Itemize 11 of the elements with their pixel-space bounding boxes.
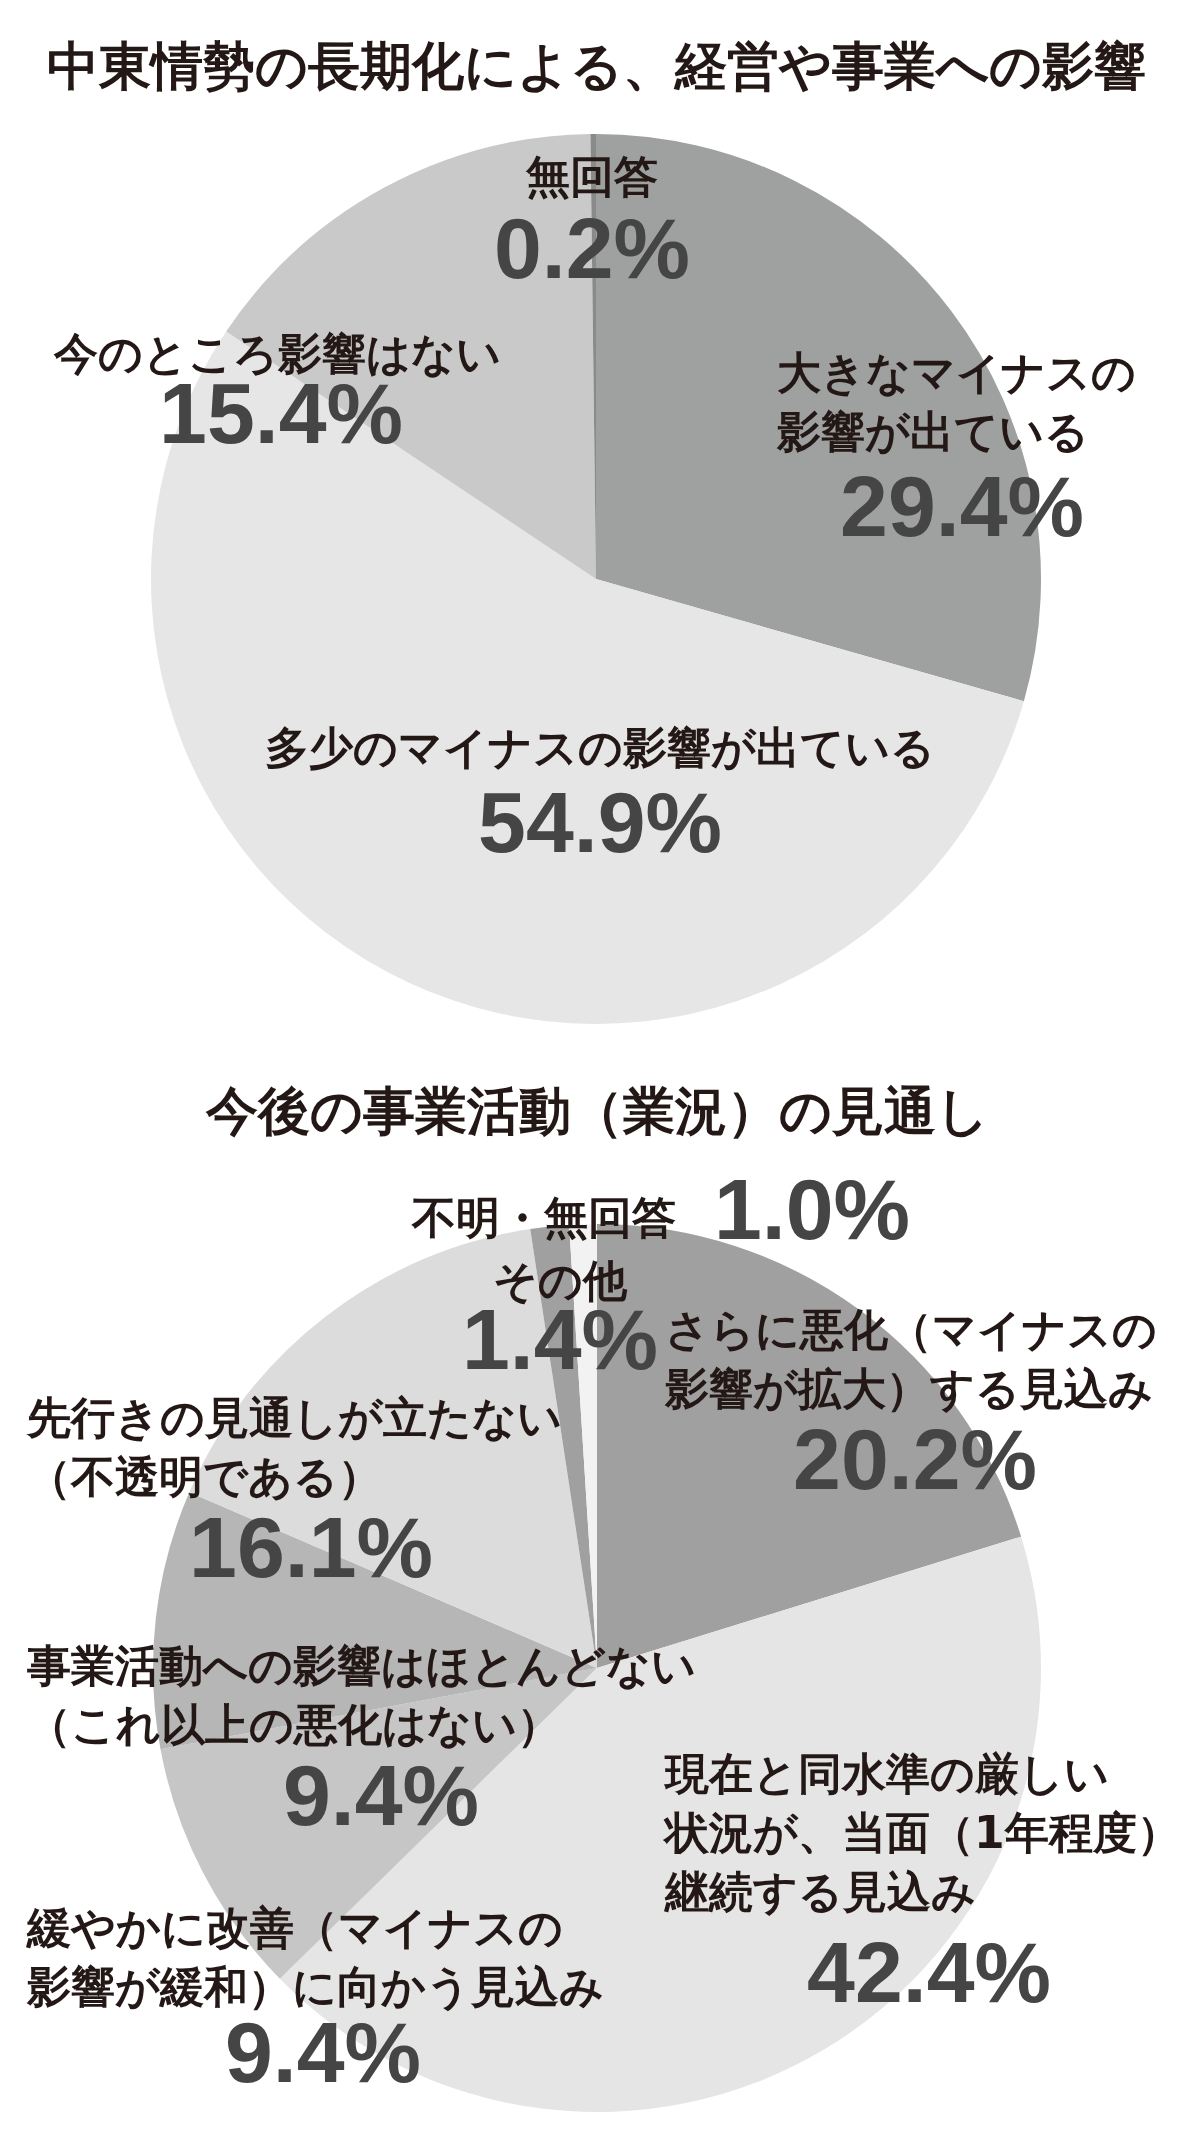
slice-label: 多少のマイナスの影響が出ている — [265, 722, 935, 774]
data-label: 1.0% — [713, 1160, 911, 1257]
chart-title: 今後の事業活動（業況）の見通し — [204, 1080, 989, 1141]
data-label: 42.4% — [807, 1923, 1051, 2020]
slice-label: さらに悪化（マイナスの影響が拡大）する見込み — [664, 1304, 1157, 1415]
slice-label: 不明・無回答 — [411, 1192, 676, 1244]
slice-label: 現在と同水準の厳しい状況が、当面（1年程度）継続する見込み — [662, 1748, 1181, 1918]
slice-label: 先行きの見通しが立たない（不透明である） — [26, 1392, 562, 1503]
chart-title: 中東情勢の長期化による、経営や事業への影響 — [46, 35, 1146, 96]
data-label: 54.9% — [478, 773, 722, 870]
slice-label: 大きなマイナスの影響が出ている — [776, 347, 1136, 458]
